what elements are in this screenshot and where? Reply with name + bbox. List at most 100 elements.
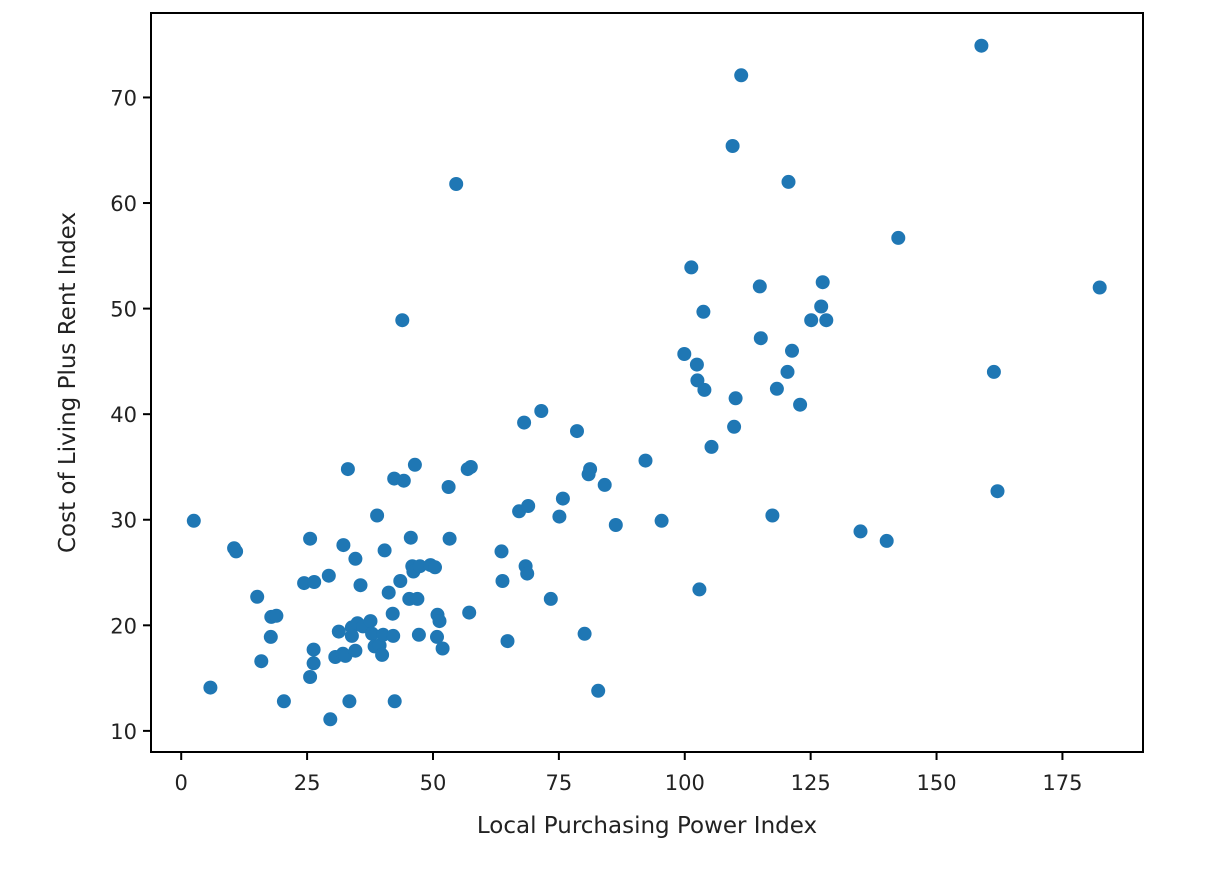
scatter-point <box>734 68 749 83</box>
scatter-point <box>780 364 795 379</box>
scatter-point <box>974 38 989 53</box>
scatter-point <box>1092 280 1107 295</box>
scatter-point <box>396 473 411 488</box>
scatter-point <box>430 629 444 644</box>
scatter-point <box>321 568 336 583</box>
scatter-point <box>441 480 456 494</box>
scatter-point <box>348 643 363 658</box>
scatter-point <box>753 331 768 346</box>
scatter-point <box>269 608 284 623</box>
scatter-point <box>363 614 378 629</box>
scatter-point <box>677 347 692 361</box>
scatter-point <box>689 357 704 372</box>
scatter-point <box>353 578 368 593</box>
scatter-point <box>331 624 346 639</box>
scatter-point <box>186 513 201 528</box>
scatter-point <box>696 304 711 319</box>
y-tick-label: 20 <box>110 614 137 638</box>
x-tick-label: 0 <box>175 771 188 795</box>
scatter-point <box>654 513 669 528</box>
scatter-point <box>769 381 784 396</box>
scatter-point <box>342 694 357 709</box>
y-tick-label: 60 <box>110 192 137 216</box>
x-tick-label: 50 <box>420 771 447 795</box>
scatter-point <box>370 508 385 523</box>
scatter-point <box>340 462 355 477</box>
points-layer <box>186 38 1107 727</box>
scatter-point <box>306 642 321 657</box>
x-tick-label: 125 <box>791 771 831 795</box>
scatter-point <box>297 576 312 591</box>
scatter-point <box>410 591 425 606</box>
scatter-point <box>381 585 396 600</box>
scatter-point <box>463 460 478 474</box>
y-tick-label: 70 <box>110 86 137 110</box>
plot-frame <box>150 12 1144 753</box>
x-axis-ticks: 0 25 50 75 100 125 150 175 <box>175 752 1082 795</box>
scatter-point <box>432 614 447 629</box>
x-tick-label: 25 <box>294 771 321 795</box>
scatter-point <box>728 391 743 406</box>
scatter-point <box>393 574 408 588</box>
scatter-point <box>306 656 321 671</box>
scatter-point <box>435 641 450 656</box>
scatter-point <box>307 575 322 589</box>
scatter-point <box>577 626 592 641</box>
scatter-point <box>377 543 392 558</box>
scatter-point <box>250 589 265 604</box>
scatter-point <box>229 544 244 559</box>
scatter-point <box>608 518 623 532</box>
scatter-point <box>597 477 612 492</box>
scatter-point <box>814 299 829 314</box>
scatter-point <box>853 524 868 539</box>
scatter-point <box>781 174 796 189</box>
scatter-point <box>303 670 318 684</box>
scatter-point <box>819 313 834 328</box>
scatter-point <box>804 313 819 328</box>
scatter-point <box>336 538 351 553</box>
scatter-point <box>891 230 906 245</box>
scatter-point <box>986 364 1001 379</box>
scatter-point <box>442 531 457 546</box>
scatter-point <box>403 530 418 545</box>
scatter-point <box>449 177 464 191</box>
scatter-point <box>344 628 359 643</box>
x-tick-label: 75 <box>546 771 573 795</box>
y-axis-ticks: 10 20 30 40 50 60 70 <box>110 86 151 744</box>
scatter-point <box>494 544 509 559</box>
scatter-point <box>365 626 380 641</box>
scatter-point <box>704 439 719 454</box>
y-tick-label: 30 <box>110 509 137 533</box>
x-tick-label: 175 <box>1042 771 1082 795</box>
scatter-point <box>543 591 558 606</box>
scatter-point <box>765 508 780 523</box>
scatter-point <box>203 680 218 695</box>
scatter-point <box>727 419 742 434</box>
scatter-point <box>520 566 535 581</box>
scatter-point <box>815 275 830 290</box>
scatter-point <box>387 694 402 709</box>
scatter-point <box>376 627 391 642</box>
scatter-point <box>990 484 1005 499</box>
x-axis-label: Local Purchasing Power Index <box>477 813 817 839</box>
scatter-point <box>407 457 422 472</box>
scatter-point <box>462 605 477 620</box>
scatter-point <box>638 453 653 468</box>
scatter-point <box>263 629 278 644</box>
scatter-point <box>412 559 427 574</box>
scatter-point <box>375 647 390 662</box>
scatter-point <box>583 462 598 477</box>
scatter-point <box>879 533 894 548</box>
y-tick-label: 50 <box>110 298 137 322</box>
y-tick-label: 10 <box>110 720 137 744</box>
scatter-point <box>276 694 291 709</box>
y-axis-label: Cost of Living Plus Rent Index <box>55 212 81 553</box>
scatter-point <box>552 509 567 524</box>
scatter-point <box>495 574 510 588</box>
scatter-point <box>323 712 338 727</box>
scatter-point <box>385 606 400 621</box>
scatter-point <box>725 139 740 153</box>
scatter-point <box>521 499 536 513</box>
scatter-point <box>697 382 712 397</box>
